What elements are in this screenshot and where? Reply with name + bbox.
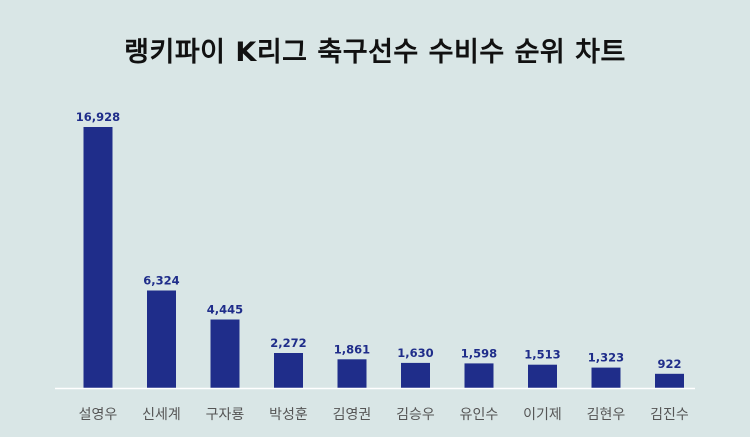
value-label-10: 922 <box>657 357 681 371</box>
category-label-6: 김승우 <box>396 407 435 423</box>
value-labels-group: 16,928 6,324 4,445 2,272 1,861 1,630 1,598 1,51… <box>76 110 682 371</box>
bar-10 <box>655 373 684 388</box>
bars-group <box>83 127 684 388</box>
bar-8 <box>528 364 557 388</box>
bar-4 <box>274 353 303 388</box>
category-label-1: 설영우 <box>79 407 118 423</box>
bar-6 <box>401 362 430 388</box>
value-label-5: 1,861 <box>334 342 370 356</box>
category-label-8: 이기제 <box>523 407 562 423</box>
category-label-10: 김진수 <box>650 407 689 423</box>
value-label-1: 16,928 <box>76 110 120 124</box>
category-label-2: 신세계 <box>142 407 181 423</box>
bar-9 <box>591 367 621 388</box>
bar-3 <box>210 319 240 388</box>
bar-2 <box>147 290 176 388</box>
chart-title: 랭키파이 K리그 축구선수 수비수 순위 차트 <box>124 37 626 68</box>
category-labels-group: 설영우 신세계 구자룡 박성훈 김영권 김승우 유인수 이기제 김현우 김진수 <box>79 407 689 423</box>
category-label-9: 김현우 <box>587 407 626 423</box>
category-label-4: 박성훈 <box>269 407 308 423</box>
category-label-5: 김영권 <box>333 407 372 423</box>
value-label-2: 6,324 <box>143 274 179 288</box>
value-label-8: 1,513 <box>524 348 560 362</box>
value-label-6: 1,630 <box>397 346 433 360</box>
bar-5 <box>337 359 367 388</box>
value-label-7: 1,598 <box>461 346 497 360</box>
bar-7 <box>464 363 494 388</box>
category-label-3: 구자룡 <box>206 407 245 423</box>
value-label-4: 2,272 <box>270 336 306 350</box>
bar-1 <box>83 127 113 388</box>
value-label-9: 1,323 <box>588 351 624 365</box>
category-label-7: 유인수 <box>460 407 499 423</box>
value-label-3: 4,445 <box>207 303 243 317</box>
